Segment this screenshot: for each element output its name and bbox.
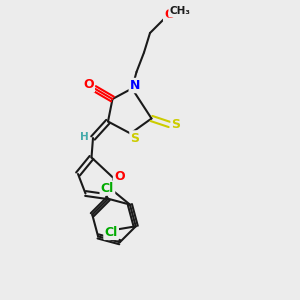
Text: O: O [164, 8, 175, 21]
Text: S: S [130, 131, 140, 145]
Text: O: O [114, 170, 125, 184]
Text: CH₃: CH₃ [169, 6, 190, 16]
Text: N: N [130, 79, 140, 92]
Text: S: S [172, 118, 181, 131]
Text: H: H [80, 131, 88, 142]
Text: Cl: Cl [104, 226, 118, 239]
Text: Cl: Cl [101, 182, 114, 195]
Text: O: O [83, 78, 94, 92]
